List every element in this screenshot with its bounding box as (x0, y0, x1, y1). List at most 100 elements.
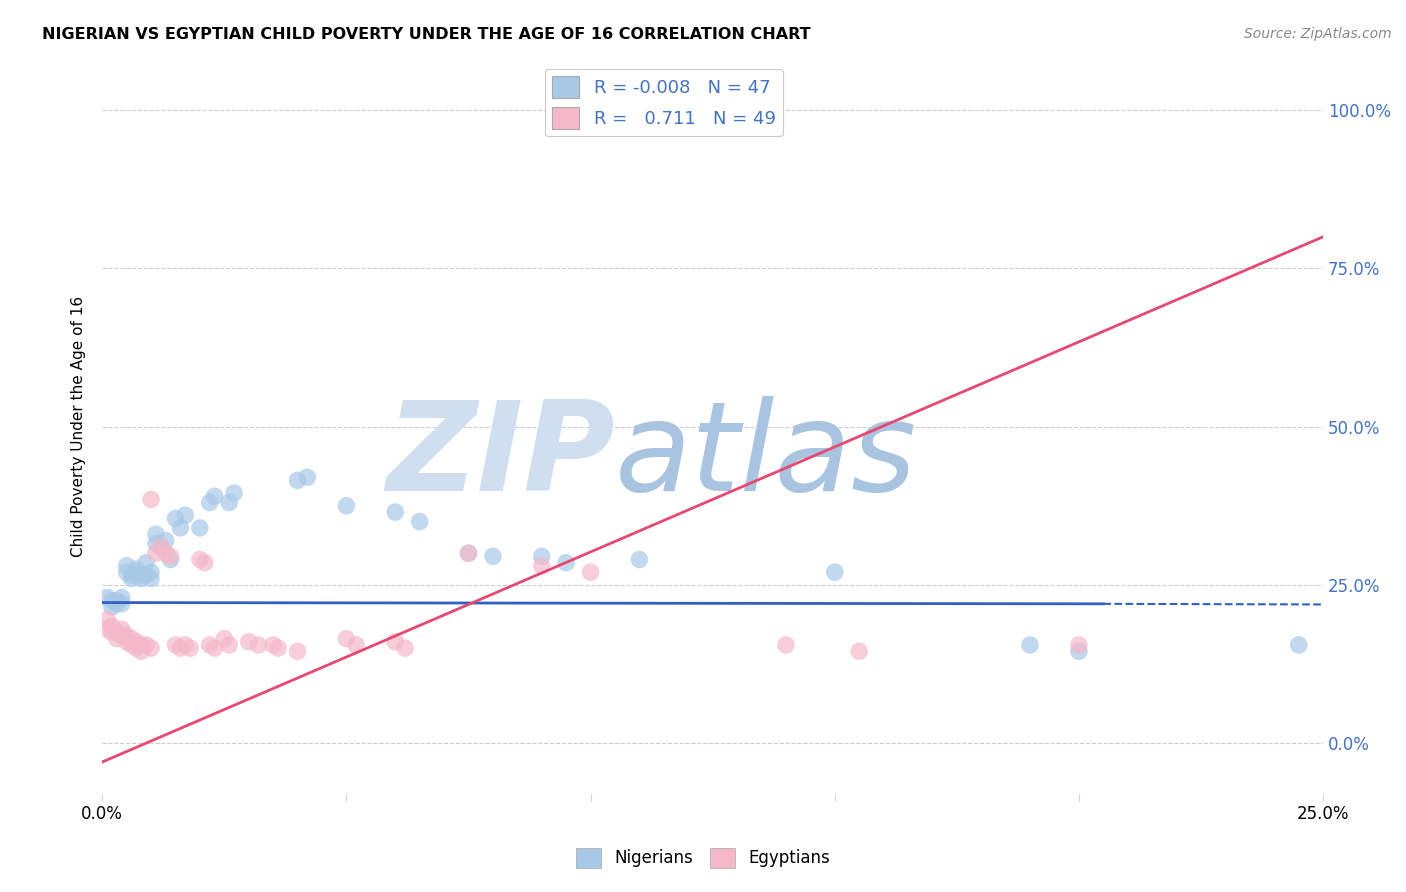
Text: Source: ZipAtlas.com: Source: ZipAtlas.com (1244, 27, 1392, 41)
Point (115, 558, 138, 573)
Text: ZIP: ZIP (387, 395, 614, 516)
Y-axis label: Child Poverty Under the Age of 16: Child Poverty Under the Age of 16 (72, 296, 86, 558)
Point (297, 470, 319, 484)
Point (579, 565, 602, 579)
Point (247, 638, 270, 652)
Text: NIGERIAN VS EGYPTIAN CHILD POVERTY UNDER THE AGE OF 16 CORRELATION CHART: NIGERIAN VS EGYPTIAN CHILD POVERTY UNDER… (42, 27, 811, 42)
Point (135, 638, 157, 652)
Point (105, 625, 128, 640)
Point (149, 540, 172, 554)
Point (384, 635, 406, 649)
Point (165, 638, 187, 652)
Point (287, 474, 309, 488)
Point (169, 641, 191, 656)
Point (174, 638, 197, 652)
Point (129, 638, 152, 652)
Point (1067, 644, 1090, 658)
Point (384, 505, 406, 519)
Point (139, 641, 162, 656)
Point (111, 591, 134, 605)
Point (96, 622, 118, 636)
Point (125, 641, 148, 656)
Point (159, 549, 181, 564)
Point (121, 568, 143, 582)
Point (111, 622, 134, 636)
Text: atlas: atlas (614, 395, 917, 516)
Point (457, 546, 479, 560)
Point (101, 625, 124, 640)
Point (457, 546, 479, 560)
Point (105, 593, 128, 607)
Point (135, 556, 157, 570)
Point (267, 641, 290, 656)
Point (394, 641, 416, 656)
Point (198, 638, 221, 652)
Point (125, 635, 148, 649)
Point (555, 556, 578, 570)
Point (129, 644, 152, 658)
Point (139, 572, 162, 586)
Point (214, 632, 236, 646)
Point (848, 644, 870, 658)
Legend: R = -0.008   N = 47, R =   0.711   N = 49: R = -0.008 N = 47, R = 0.711 N = 49 (546, 69, 783, 136)
Point (121, 632, 143, 646)
Point (218, 495, 240, 509)
Point (115, 565, 138, 579)
Point (169, 521, 191, 535)
Point (121, 638, 143, 652)
Point (287, 644, 309, 658)
Point (96, 613, 118, 627)
Point (1288, 638, 1310, 652)
Point (155, 546, 177, 560)
Point (775, 638, 797, 652)
Point (145, 527, 167, 541)
Point (111, 628, 134, 642)
Point (105, 632, 128, 646)
Point (115, 628, 138, 642)
Point (149, 540, 172, 554)
Point (179, 641, 201, 656)
Point (824, 565, 846, 579)
Point (530, 558, 553, 573)
Point (121, 572, 143, 586)
Point (530, 549, 553, 564)
Point (222, 486, 245, 500)
Point (125, 562, 148, 576)
Point (101, 593, 124, 607)
Point (139, 492, 162, 507)
Point (335, 632, 357, 646)
Point (159, 552, 181, 566)
Point (101, 599, 124, 614)
Point (165, 511, 187, 525)
Point (344, 638, 367, 652)
Point (101, 619, 124, 633)
Point (145, 537, 167, 551)
Point (155, 533, 177, 548)
Point (408, 515, 430, 529)
Point (111, 597, 134, 611)
Point (129, 568, 152, 582)
Point (96, 591, 118, 605)
Point (145, 546, 167, 560)
Point (628, 552, 651, 566)
Point (129, 572, 152, 586)
Point (115, 635, 138, 649)
Point (194, 556, 217, 570)
Point (204, 489, 226, 503)
Point (139, 565, 162, 579)
Point (135, 568, 157, 582)
Point (1019, 638, 1042, 652)
Point (262, 638, 284, 652)
Point (125, 565, 148, 579)
Point (1067, 638, 1090, 652)
Point (174, 508, 197, 523)
Point (218, 638, 240, 652)
Point (105, 597, 128, 611)
Point (198, 495, 221, 509)
Point (204, 641, 226, 656)
Point (335, 499, 357, 513)
Point (188, 521, 211, 535)
Point (188, 552, 211, 566)
Legend: Nigerians, Egyptians: Nigerians, Egyptians (569, 841, 837, 875)
Point (482, 549, 505, 564)
